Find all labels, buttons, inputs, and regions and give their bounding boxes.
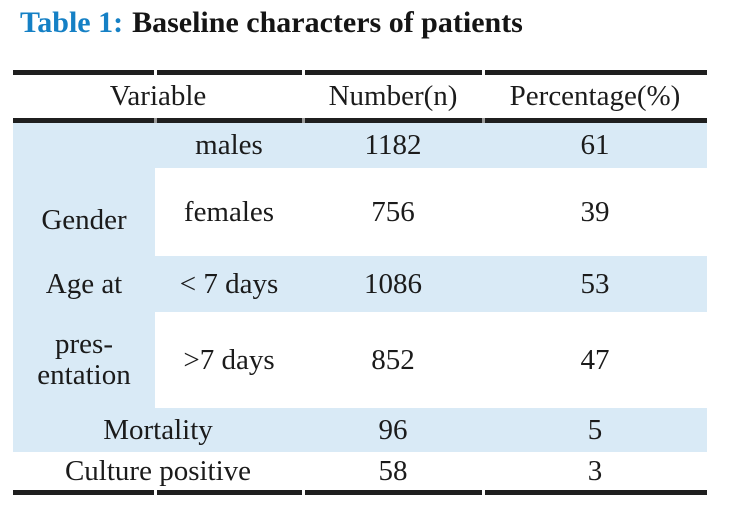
row-variable: Culture positive [64,454,252,487]
table-top-rule [13,70,707,75]
row-percentage: 61 [580,129,610,162]
row-variable: males [195,129,263,162]
row-number: 1086 [364,267,422,300]
rule-gap [154,490,157,495]
table-bottom-rule [13,490,707,495]
row-number: 96 [378,413,408,446]
header-percentage: Percentage(%) [509,80,681,113]
row-percentage: 3 [587,454,603,487]
gender-group-label: Gender [13,168,155,256]
rule-gap [302,70,305,75]
age-group-label-line-1: Age at [45,267,123,300]
table-row-mortality: Mortality 96 5 [13,408,707,452]
rule-gap [482,70,485,75]
row-percentage: 53 [580,267,610,300]
table-row-age-over-7-days: pres- entation >7 days 852 47 [13,312,707,408]
rule-gap [154,70,157,75]
baseline-characteristics-table: Variable Number(n) Percentage(%) males 1… [13,70,707,495]
row-percentage: 5 [587,413,603,446]
rule-gap [302,118,305,123]
row-variable: Mortality [103,413,213,446]
row-number: 756 [371,195,415,228]
row-number: 1182 [364,129,422,162]
table-caption: Table 1: Baseline characters of patients [20,6,523,40]
age-group-label-line-2: pres- [55,327,113,360]
rule-gap [482,490,485,495]
table-row-culture-positive: Culture positive 58 3 [13,452,707,490]
row-variable: >7 days [183,343,275,376]
row-percentage: 47 [580,343,610,376]
row-number: 58 [378,454,408,487]
table-header-row: Variable Number(n) Percentage(%) [13,75,707,118]
table-caption-label: Table 1: [20,6,124,39]
row-number: 852 [371,343,415,376]
row-percentage: 39 [580,195,610,228]
rule-gap [154,118,157,123]
row-variable: females [183,195,275,228]
header-variable: Variable [109,80,207,113]
table-row-age-under-7-days: Age at < 7 days 1086 53 [13,256,707,312]
age-group-label-line-3: entation [37,359,131,391]
age-group-label-lines: pres- entation [13,312,155,408]
table-row-males: males 1182 61 [13,123,707,168]
row-variable: < 7 days [179,267,279,300]
rule-gap [302,490,305,495]
table-header-rule [13,118,707,123]
table-caption-text: Baseline characters of patients [132,6,523,39]
gender-group-cell-top [13,123,155,168]
header-number: Number(n) [328,80,458,113]
table-row-females: Gender females 756 39 [13,168,707,256]
rule-gap [482,118,485,123]
